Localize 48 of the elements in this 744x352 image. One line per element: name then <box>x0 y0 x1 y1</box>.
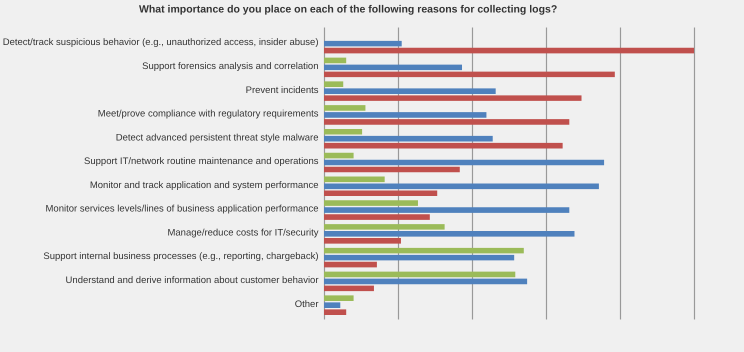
bar <box>324 112 486 118</box>
y-tick-label: Support forensics analysis and correlation <box>142 60 318 72</box>
bar <box>324 207 570 213</box>
bar <box>324 95 582 101</box>
y-tick-label: Other <box>294 298 318 310</box>
bar <box>324 278 528 284</box>
bar <box>324 128 362 135</box>
bar <box>324 152 354 158</box>
bar <box>324 272 516 278</box>
y-tick-label: Support internal business processes (e.g., reporting, chargeback) <box>43 251 318 262</box>
bar <box>324 302 340 308</box>
bar <box>324 105 366 111</box>
bar <box>324 309 346 315</box>
bar <box>324 72 615 78</box>
y-tick-label: Manage/reduce costs for IT/security <box>167 227 319 238</box>
bar <box>324 190 438 196</box>
bar <box>324 136 493 142</box>
bar <box>324 48 694 54</box>
bar <box>324 119 570 125</box>
bar <box>324 176 385 182</box>
bar <box>324 214 430 220</box>
bar <box>324 64 462 70</box>
y-tick-label: Support IT/network routine maintenance and operations <box>84 156 319 168</box>
bar <box>324 88 496 94</box>
bar <box>324 286 374 292</box>
y-tick-label: Understand and derive information about customer behavior <box>66 275 318 286</box>
y-tick-label: Monitor services levels/lines of business application performance <box>46 204 318 215</box>
bar <box>324 295 354 301</box>
chart-title: What importance do you place on each of the following reasons for collecting logs? <box>138 4 558 16</box>
y-tick-label: Prevent incidents <box>246 84 319 96</box>
bar <box>324 254 514 260</box>
bar <box>324 160 604 166</box>
bar <box>324 58 346 64</box>
bar <box>324 248 524 254</box>
bar <box>324 40 402 46</box>
bar <box>324 183 599 190</box>
bar <box>324 166 460 172</box>
y-tick-label: Detect/track suspicious behavior (e.g., unauthorized access, insider abuse) <box>2 37 318 48</box>
y-tick-label: Monitor and track application and system performance <box>90 180 318 191</box>
bar <box>324 231 574 237</box>
bar <box>324 238 401 244</box>
y-tick-label: Detect advanced persistent threat style malware <box>116 132 318 144</box>
y-tick-label: Meet/prove compliance with regulatory requirements <box>98 108 319 120</box>
bar <box>324 200 418 206</box>
bar <box>324 224 445 230</box>
bar <box>324 81 344 87</box>
bar <box>324 262 377 268</box>
bar <box>324 142 563 148</box>
